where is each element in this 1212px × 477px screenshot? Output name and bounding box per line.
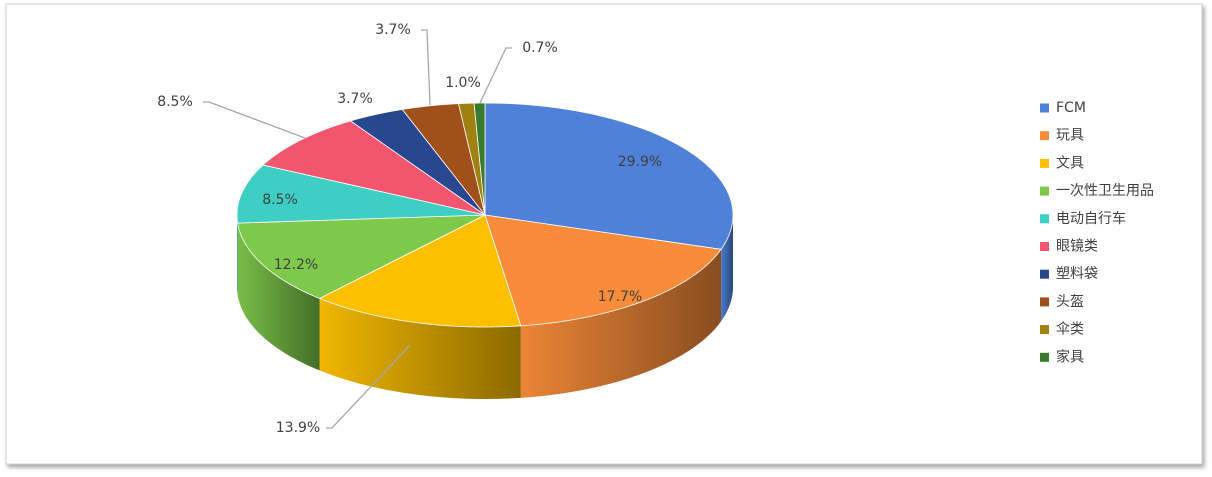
legend-swatch [1040,297,1049,307]
legend-swatch [1040,131,1049,141]
data-label: 3.7% [375,22,411,38]
leader-line [479,47,512,104]
legend-swatch [1040,269,1049,279]
slice-side [319,298,521,399]
legend-swatch [1040,242,1049,251]
data-label: 12.2% [274,257,318,273]
slice [237,214,486,299]
pie-sides [237,215,733,399]
legend-label: 玩具 [1056,128,1084,144]
legend-swatch [1040,103,1049,113]
legend-label: 眼镜类 [1056,239,1098,255]
slice [401,103,486,216]
data-label: 8.5% [262,192,298,208]
data-label: 8.5% [157,94,193,110]
slice [484,214,722,327]
legend-label: 伞类 [1056,321,1084,338]
data-labels: 29.9% 17.7% 13.9% 12.2% 8.5% 8.5% 3.7% 3.7% 1.0%… [157,22,662,436]
slice-side [237,223,320,371]
leader-line [203,101,306,139]
slice-side [721,215,733,322]
data-label: 29.9% [618,154,662,170]
data-label: 17.7% [598,289,642,305]
data-label: 0.7% [522,40,558,56]
slice [473,102,486,216]
data-label: 3.7% [337,91,373,107]
leader-line [421,29,431,106]
leader-line [326,344,411,429]
data-label: 1.0% [445,75,481,91]
slice [236,164,486,224]
legend-swatch [1040,325,1049,335]
pie-tops [236,102,734,328]
legend-swatch [1040,186,1049,196]
legend-label: 头盔 [1056,294,1084,310]
slice [458,102,486,216]
legend-label: FCM [1056,100,1086,116]
legend-label: 家具 [1056,348,1084,365]
slice [349,108,486,216]
slice [318,214,522,328]
data-label: 13.9% [276,420,320,436]
legend-label: 文具 [1056,155,1084,171]
legend-label: 一次性卫生用品 [1056,183,1154,199]
legend-swatch [1040,214,1049,224]
slice-side [237,215,238,296]
legend-swatch [1040,352,1049,362]
legend-label: 塑料袋 [1056,266,1098,282]
slice [262,120,486,216]
slice [484,102,734,250]
legend-label: 电动自行车 [1056,210,1126,227]
slice-side [520,249,722,398]
legend-swatch [1040,158,1049,168]
